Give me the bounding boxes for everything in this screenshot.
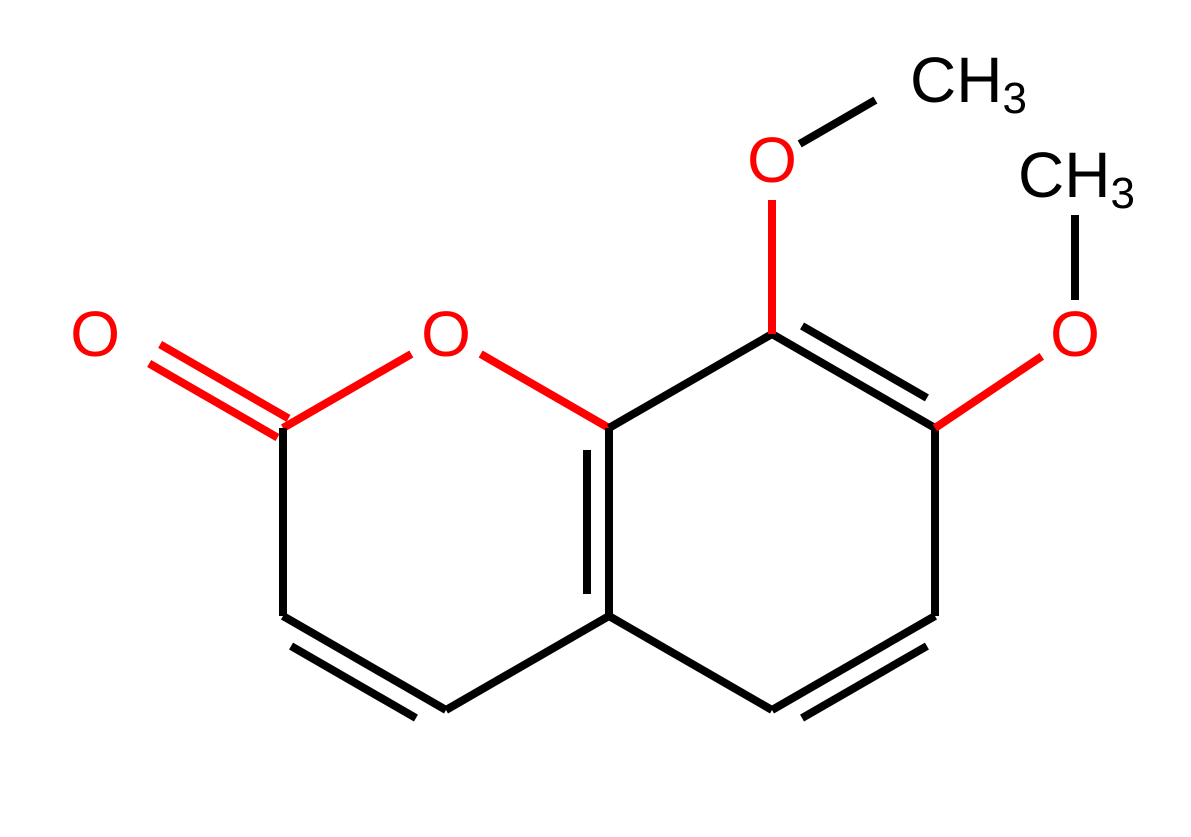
- bond-line: [283, 354, 411, 428]
- bond-line: [772, 616, 935, 710]
- bond-line: [935, 356, 1042, 428]
- bond-line: [481, 354, 609, 428]
- atom-label-ch: CH3: [910, 44, 1027, 123]
- atom-label-o: O: [70, 298, 120, 370]
- molecule-diagram: O O O CH3 O CH3: [0, 0, 1191, 837]
- bond-line: [609, 334, 772, 428]
- bond-line: [800, 100, 876, 144]
- atom-label-ch: CH3: [1018, 139, 1135, 218]
- atom-label-o: O: [421, 298, 471, 370]
- atom-label-o: O: [747, 124, 797, 196]
- bond-line: [446, 616, 609, 710]
- bond-line: [772, 334, 935, 428]
- atom-label-o: O: [1050, 298, 1100, 370]
- bond-line: [283, 616, 446, 710]
- bond-line: [609, 616, 772, 710]
